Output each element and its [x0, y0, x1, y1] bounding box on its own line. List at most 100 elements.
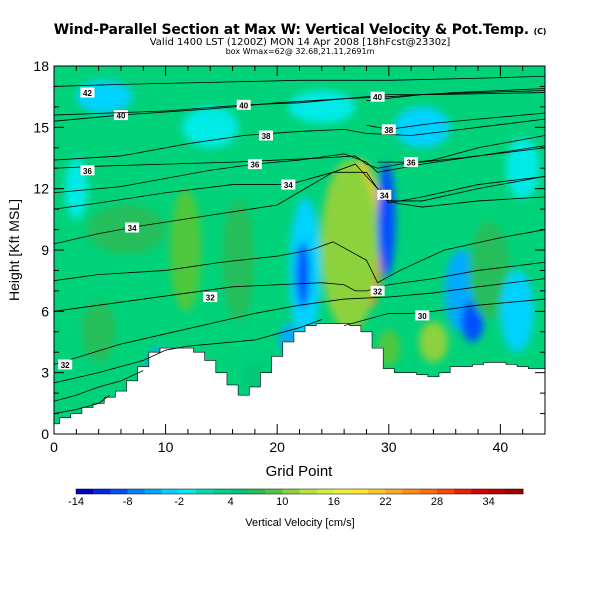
- colorbar-swatch: [161, 489, 180, 494]
- contour-label-box: [125, 222, 140, 233]
- colorbar-swatch: [196, 489, 214, 494]
- velocity-cell: [418, 321, 448, 363]
- theta-contour-line: [366, 90, 545, 102]
- velocity-cell: [296, 241, 310, 308]
- y-tick-label: 3: [41, 365, 49, 381]
- contour-label-box: [404, 157, 419, 168]
- contour-label: 38: [384, 126, 393, 135]
- x-tick-label: 10: [158, 439, 174, 455]
- theta-contour-line: [54, 145, 545, 194]
- contour-label: 30: [418, 312, 427, 321]
- colorbar-swatch: [76, 489, 94, 494]
- velocity-cell: [81, 301, 116, 363]
- contour-label-box: [80, 87, 95, 98]
- colorbar-tick-label: 34: [482, 496, 494, 508]
- y-tick-label: 12: [33, 181, 49, 197]
- colorbar-swatch: [437, 489, 455, 494]
- contour-label-box: [80, 165, 95, 176]
- contour-label: 32: [373, 287, 382, 296]
- velocity-cell: [505, 137, 540, 199]
- theta-contour-line: [377, 147, 545, 163]
- colorbar-swatch: [247, 489, 266, 494]
- chart-subtitle: Valid 1400 LST (1200Z) MON 14 Apr 2008 […: [149, 37, 451, 48]
- colorbar-swatch: [385, 489, 404, 494]
- contour-label: 34: [284, 181, 293, 190]
- colorbar-tick-label: 28: [431, 496, 443, 508]
- colorbar-swatch: [368, 489, 386, 494]
- velocity-field: [65, 80, 540, 394]
- y-tick-label: 9: [41, 242, 49, 258]
- contour-label-box: [236, 99, 251, 110]
- chart-title: Wind-Parallel Section at Max W: Vertical…: [53, 22, 547, 38]
- velocity-cell: [377, 162, 396, 277]
- theta-contours: 42 40 40 40 38 38 36 36 36 34 34 34 32 32 32 30: [54, 75, 545, 414]
- colorbar-tick-label: 10: [276, 496, 288, 508]
- theta-contour-line: [54, 278, 545, 365]
- theta-contour-line: [54, 118, 545, 161]
- colorbar-tick-label: 22: [379, 496, 391, 508]
- velocity-cell: [170, 188, 202, 312]
- plot-area: 42 40 40 40 38 38 36 36 36 34 34 34 32 32 32 30: [54, 66, 545, 434]
- contour-label-box: [259, 130, 274, 141]
- colorbar-tick-label: 4: [228, 496, 234, 508]
- contour-label-box: [113, 110, 128, 121]
- theta-contour-line: [54, 88, 545, 122]
- contour-label-box: [415, 310, 430, 321]
- colorbar-tick-label: -2: [174, 496, 184, 508]
- x-tick-label: 40: [493, 439, 509, 455]
- contour-label-box: [281, 179, 296, 190]
- colorbar-frame: [75, 488, 524, 495]
- chart-subsubtitle: box Wmax=62@ 32.68,21.11,2691m: [225, 47, 375, 56]
- colorbar-swatch: [282, 489, 300, 494]
- colorbar-swatch: [333, 489, 352, 494]
- contour-label-box: [381, 124, 396, 135]
- colorbar: -14 -8 -2 4 10 16 22 28 34: [68, 488, 524, 508]
- y-tick-label: 18: [33, 58, 49, 74]
- y-tick-label: 15: [33, 119, 49, 135]
- colorbar-swatch: [299, 489, 318, 494]
- x-axis-label: Grid Point: [266, 463, 334, 480]
- title-suffix: (C): [533, 27, 547, 36]
- theta-contour-line: [54, 135, 545, 169]
- colorbar-swatch: [454, 489, 472, 494]
- y-tick-label: 6: [41, 303, 49, 319]
- contour-label: 40: [373, 93, 382, 102]
- velocity-cell: [500, 270, 534, 353]
- colorbar-swatch: [230, 489, 249, 494]
- y-tick-label: 0: [41, 426, 49, 442]
- colorbar-swatch: [471, 489, 490, 494]
- contour-label: 36: [83, 167, 92, 176]
- theta-contour-line: [366, 112, 545, 130]
- contour-label-box: [377, 189, 392, 200]
- colorbar-swatch: [505, 489, 524, 494]
- theta-contour-line: [344, 298, 545, 327]
- colorbar-tick-label: -14: [68, 496, 84, 508]
- contour-label: 32: [61, 361, 70, 370]
- theta-contour-line: [54, 261, 545, 312]
- colorbar-swatch: [265, 489, 283, 494]
- colorbar-label: Vertical Velocity [cm/s]: [245, 517, 354, 529]
- velocity-cell: [461, 301, 484, 342]
- colorbar-swatch: [351, 489, 369, 494]
- velocity-cell: [469, 221, 510, 320]
- contour-label: 38: [262, 132, 271, 141]
- contour-label: 40: [117, 112, 126, 121]
- contour-label-box: [203, 292, 218, 303]
- velocity-cell: [320, 160, 379, 332]
- x-tick-label: 20: [269, 439, 285, 455]
- colorbar-swatch: [488, 489, 507, 494]
- contour-label-box: [247, 159, 262, 170]
- contour-label: 36: [250, 161, 259, 170]
- colorbar-swatch: [93, 489, 111, 494]
- contour-label: 36: [407, 159, 416, 168]
- colorbar-swatch: [127, 489, 146, 494]
- contour-label: 34: [128, 224, 137, 233]
- terrain-mask: [54, 323, 545, 434]
- colorbar-swatch: [110, 489, 128, 494]
- x-tick-label: 30: [381, 439, 397, 455]
- theta-contour-line: [54, 370, 144, 402]
- contour-label: 42: [83, 89, 92, 98]
- theta-contour-line: [54, 229, 545, 284]
